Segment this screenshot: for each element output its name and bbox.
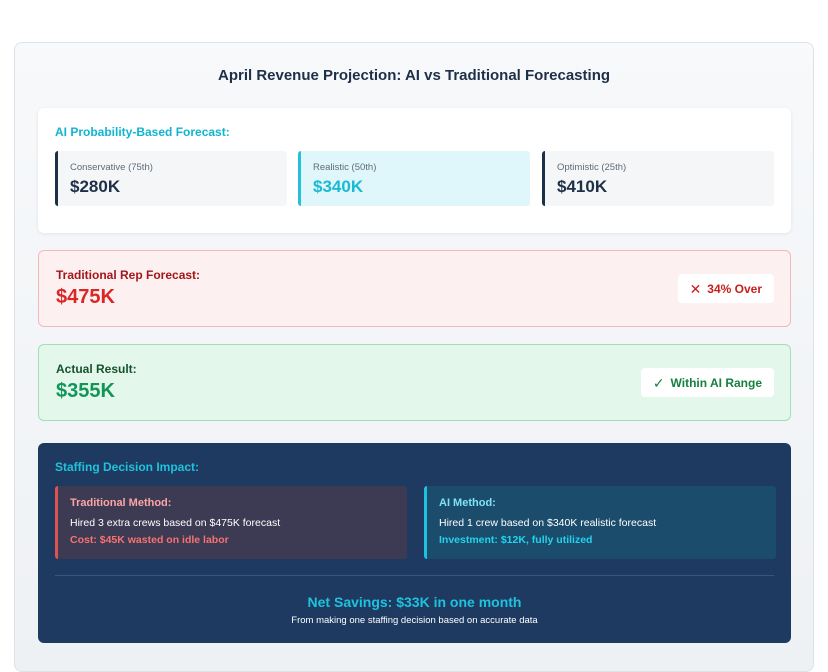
net-savings-subtitle: From making one staffing decision based … bbox=[291, 615, 538, 626]
net-savings: Net Savings: $33K in one month bbox=[307, 594, 522, 610]
actual-result-card: Actual Result: $355K ✓ Within AI Range bbox=[38, 344, 791, 421]
ai-method-box: AI Method: Hired 1 crew based on $340K r… bbox=[424, 486, 776, 559]
ai-forecast-card: AI Probability-Based Forecast: Conservat… bbox=[38, 108, 791, 233]
scenario-value: $280K bbox=[70, 177, 121, 196]
ai-forecast-heading: AI Probability-Based Forecast: bbox=[55, 125, 230, 139]
traditional-method-desc: Hired 3 extra crews based on $475K forec… bbox=[70, 517, 281, 529]
actual-result-label: Actual Result: bbox=[56, 362, 137, 376]
page-title: April Revenue Projection: AI vs Traditio… bbox=[217, 67, 611, 84]
scenario-label: Realistic (50th) bbox=[313, 162, 377, 173]
ai-method-title: AI Method: bbox=[439, 497, 496, 509]
over-forecast-badge: ✕ 34% Over bbox=[677, 274, 774, 303]
actual-result-value: $355K bbox=[56, 380, 115, 402]
check-icon: ✓ bbox=[652, 374, 665, 391]
ai-method-investment: Investment: $12K, fully utilized bbox=[439, 534, 593, 546]
traditional-method-cost: Cost: $45K wasted on idle labor bbox=[70, 534, 229, 546]
traditional-method-box: Traditional Method: Hired 3 extra crews … bbox=[55, 486, 407, 559]
traditional-method-title: Traditional Method: bbox=[70, 497, 172, 509]
ai-method-desc: Hired 1 crew based on $340K realistic fo… bbox=[439, 517, 657, 529]
within-range-badge-text: Within AI Range bbox=[670, 375, 762, 390]
traditional-forecast-value: $475K bbox=[56, 286, 115, 308]
within-range-badge: ✓ Within AI Range bbox=[640, 368, 774, 397]
scenario-value: $410K bbox=[557, 177, 608, 196]
scenario-label: Conservative (75th) bbox=[70, 162, 153, 173]
scenario-realistic: Realistic (50th) $340K bbox=[298, 151, 530, 206]
over-forecast-badge-text: 34% Over bbox=[707, 281, 762, 296]
traditional-forecast-label: Traditional Rep Forecast: bbox=[56, 268, 201, 282]
scenario-conservative: Conservative (75th) $280K bbox=[55, 151, 287, 206]
staffing-impact-heading: Staffing Decision Impact: bbox=[55, 460, 200, 474]
scenario-optimistic: Optimistic (25th) $410K bbox=[542, 151, 774, 206]
projection-panel: April Revenue Projection: AI vs Traditio… bbox=[14, 42, 814, 672]
scenario-label: Optimistic (25th) bbox=[557, 162, 627, 173]
x-icon: ✕ bbox=[689, 280, 702, 297]
divider bbox=[55, 575, 774, 576]
staffing-impact-card: Staffing Decision Impact: Traditional Me… bbox=[38, 443, 791, 643]
scenario-value: $340K bbox=[313, 177, 364, 196]
traditional-forecast-card: Traditional Rep Forecast: $475K ✕ 34% Ov… bbox=[38, 250, 791, 327]
